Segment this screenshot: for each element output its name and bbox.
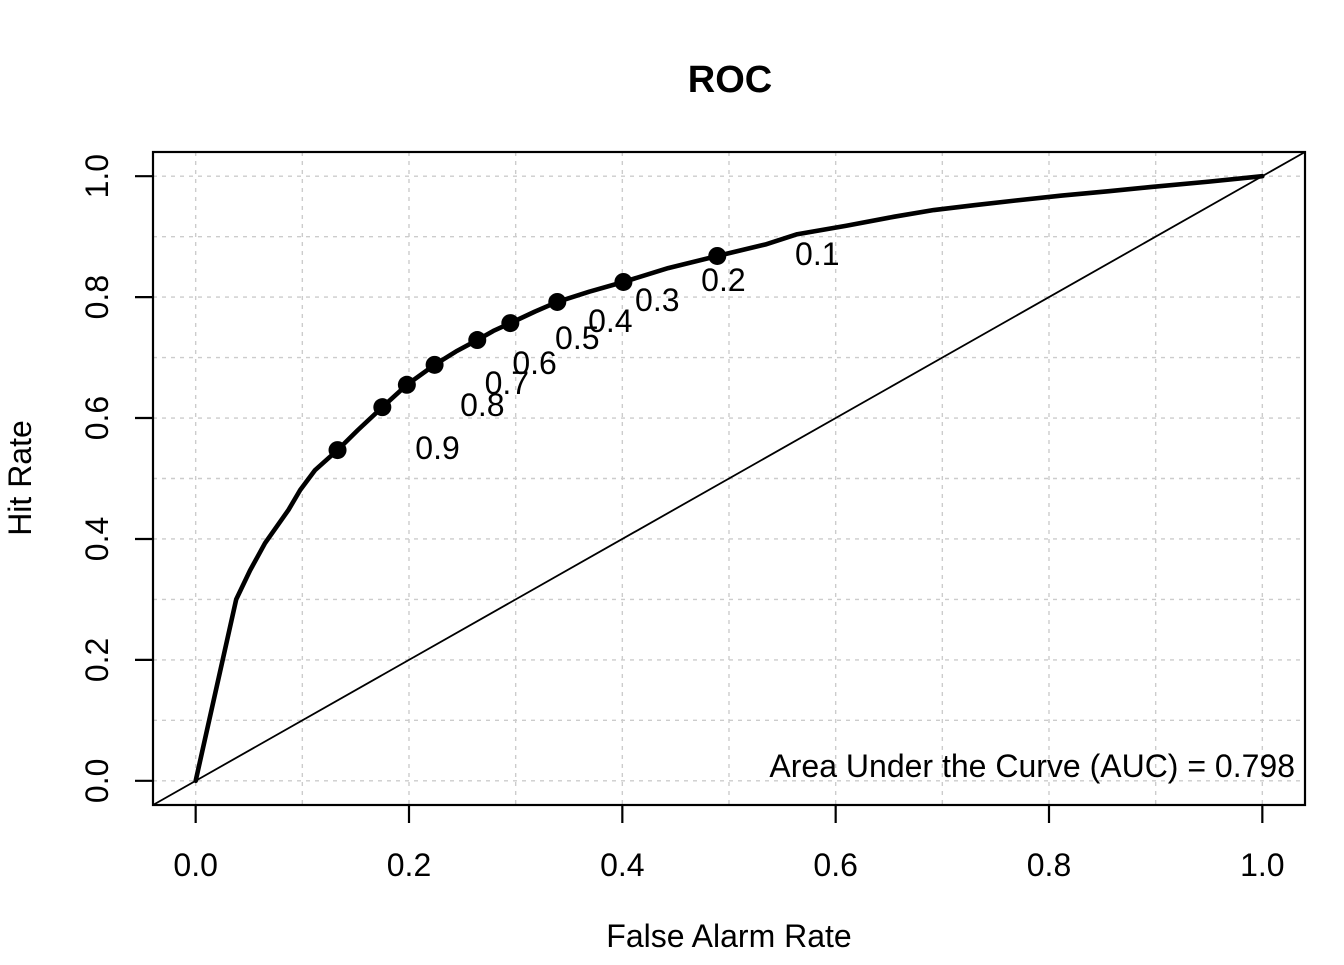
threshold-point: [708, 246, 727, 265]
tick-labels-layer: 0.0 0.2 0.4 0.6 0.8 1.00.00.20.40.60.81.0: [79, 154, 1285, 883]
threshold-label: 0.1: [795, 236, 839, 272]
x-tick-label: 0.4: [600, 847, 644, 883]
y-tick-label: 0.8: [79, 275, 115, 319]
y-tick-label: 1.0: [79, 154, 115, 198]
x-tick-label: 0.8: [1027, 847, 1071, 883]
y-tick-label: 0.4: [79, 517, 115, 561]
y-axis-title: Hit Rate: [2, 420, 38, 536]
threshold-label: 0.8: [460, 387, 504, 423]
threshold-point: [328, 441, 347, 460]
threshold-point: [425, 355, 444, 374]
threshold-point: [468, 331, 487, 350]
series-layer: [152, 151, 1306, 806]
threshold-label: 0.5: [555, 320, 599, 356]
threshold-point: [548, 292, 567, 311]
chance-diagonal-line: [152, 151, 1306, 806]
y-tick-label: 0.2: [79, 638, 115, 682]
y-tick-label: 0.6: [79, 396, 115, 440]
axes-frame-layer: [135, 150, 1307, 823]
plot-border: [151, 150, 1307, 807]
auc-annotation: Area Under the Curve (AUC) = 0.798: [769, 748, 1295, 784]
threshold-point: [501, 314, 520, 333]
threshold-label: 0.6: [512, 345, 556, 381]
threshold-label: 0.3: [635, 282, 679, 318]
threshold-label: 0.7: [485, 365, 529, 401]
threshold-label: 0.9: [415, 430, 459, 466]
threshold-label: 0.4: [588, 303, 632, 339]
threshold-label: 0.2: [701, 262, 745, 298]
threshold-points-layer: 0.90.80.70.60.50.40.3 0.2 0.1: [328, 236, 840, 466]
chart-title: ROC: [688, 59, 772, 101]
x-tick-label: 1.0: [1240, 847, 1284, 883]
y-tick-label: 0.0: [79, 759, 115, 803]
x-tick-label: 0.6: [813, 847, 857, 883]
threshold-point: [614, 272, 633, 291]
x-tick-label: 0.0: [173, 847, 217, 883]
roc-curve-line: [193, 173, 1265, 784]
threshold-point: [373, 398, 392, 417]
x-axis-title: False Alarm Rate: [606, 918, 851, 954]
x-tick-label: 0.2: [387, 847, 431, 883]
grid-layer: [153, 152, 1305, 805]
threshold-point: [397, 375, 416, 394]
